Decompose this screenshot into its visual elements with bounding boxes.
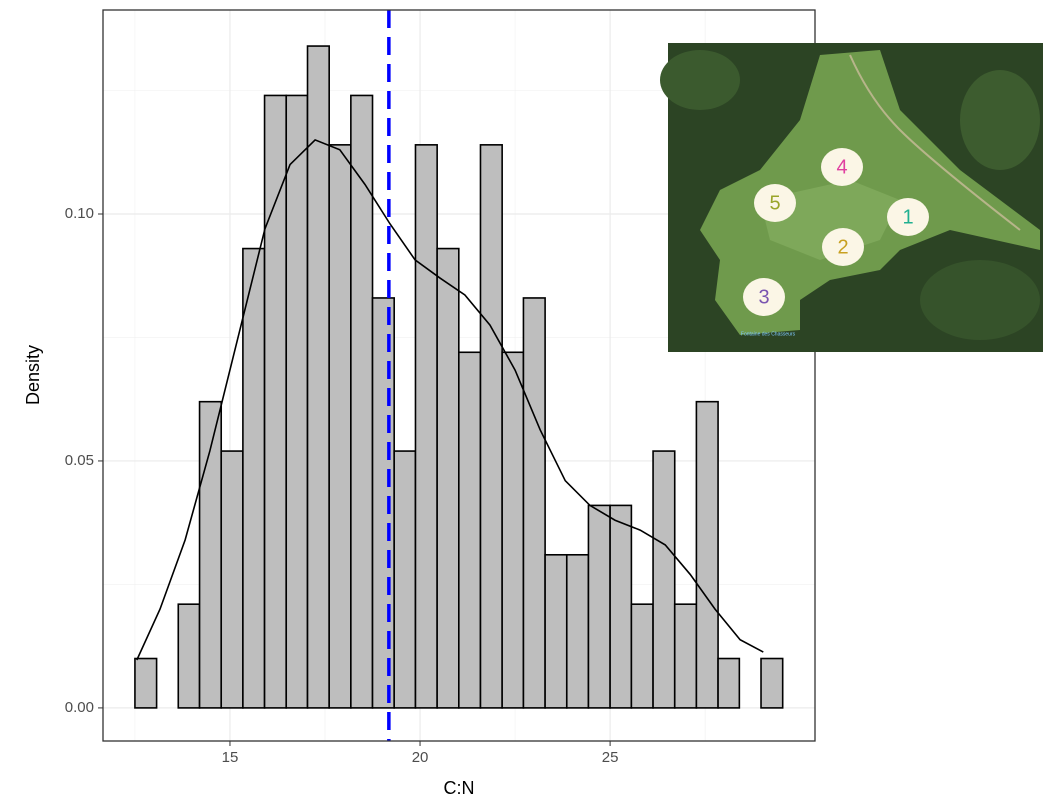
bar [587, 504, 611, 709]
bar [609, 504, 633, 709]
bar [220, 450, 244, 709]
marker-label: 1 [902, 206, 913, 228]
bar [673, 603, 698, 709]
tree-patch [660, 50, 740, 110]
marker-label: 2 [837, 236, 848, 258]
x-tick-label: 25 [602, 749, 619, 766]
path [849, 54, 1021, 231]
caption: Fontaine des Chasseurs [741, 331, 796, 337]
bar [177, 603, 201, 709]
inset-photo: 4 5 1 2 3 Fontaine des Chasseurs [660, 43, 1043, 352]
bar [760, 657, 784, 709]
bar [350, 94, 374, 709]
marker-label: 3 [758, 286, 769, 308]
marker-label: 4 [836, 156, 847, 178]
bar [458, 351, 482, 709]
bar [565, 553, 590, 709]
bar [695, 400, 719, 709]
y-tick-label: 0.00 [65, 699, 94, 716]
tree-patch [960, 70, 1040, 170]
panel-border [102, 9, 816, 742]
bar [479, 144, 503, 709]
y-tick-label: 0.05 [65, 452, 94, 469]
bar [630, 603, 654, 709]
bar [371, 297, 395, 709]
bar [285, 94, 309, 709]
bar [652, 450, 676, 709]
bar [436, 247, 460, 709]
bar [242, 247, 266, 709]
bar [134, 657, 158, 709]
y-axis-title: Density [23, 345, 43, 405]
bar [393, 450, 417, 709]
bar [522, 297, 546, 709]
marker [743, 278, 785, 316]
bar [717, 657, 741, 709]
bar [306, 45, 330, 709]
x-axis-title: C:N [444, 778, 475, 798]
x-tick-label: 20 [412, 749, 429, 766]
bar [414, 144, 438, 709]
bar [263, 94, 288, 709]
bar [328, 144, 352, 709]
x-tick-label: 15 [222, 749, 239, 766]
marker [821, 148, 863, 186]
tree-patch [920, 260, 1040, 340]
bar [501, 351, 525, 709]
bar [544, 553, 568, 709]
marker [754, 184, 796, 222]
density-curve [136, 138, 764, 661]
y-tick-label: 0.10 [65, 205, 94, 222]
marker [887, 198, 929, 236]
marker-label: 5 [769, 192, 780, 214]
marker [822, 228, 864, 266]
